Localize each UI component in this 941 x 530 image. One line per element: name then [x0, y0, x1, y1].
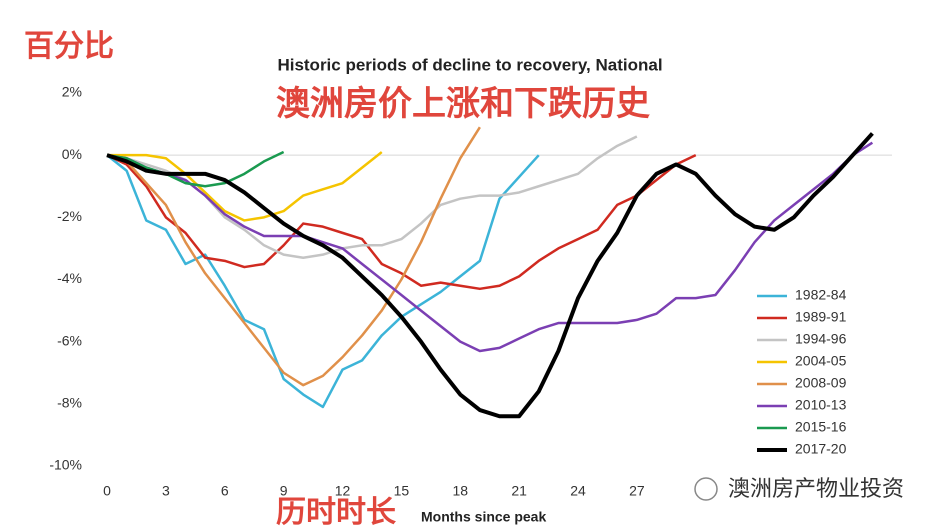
x-tick-label: 24 — [570, 483, 586, 499]
watermark: 澳洲房产物业投资 — [728, 476, 904, 501]
y-tick-label: -8% — [57, 395, 82, 411]
chart-subtitle: 澳洲房价上涨和下跌历史 — [276, 85, 650, 123]
x-tick-label: 27 — [629, 483, 645, 499]
y-tick-label: 2% — [62, 84, 82, 100]
series-line — [107, 151, 383, 222]
plot: 2% 0% -2% -4% -6% -8% -10% 0 3 6 9 12 15 18 21 24 27 1982… — [49, 84, 892, 499]
series-line — [106, 154, 697, 291]
watermark-icon — [694, 477, 718, 501]
legend-label: 1994-96 — [795, 331, 847, 347]
x-tick-label: 0 — [103, 483, 111, 499]
legend-label: 2010-13 — [795, 397, 847, 413]
x-tick-label: 18 — [452, 483, 468, 499]
y-tick-label: -4% — [57, 270, 82, 286]
x-axis-label: Months since peak — [421, 509, 546, 525]
x-tick-label: 3 — [162, 483, 170, 499]
x-tick-label: 15 — [394, 483, 410, 499]
y-tick-label: -6% — [57, 332, 82, 348]
legend-label: 2017-20 — [795, 441, 847, 457]
series-line — [106, 126, 481, 387]
series-line — [106, 132, 874, 419]
legend-label: 2015-16 — [795, 419, 847, 435]
x-tick-label: 6 — [221, 483, 229, 499]
legend-label: 1982-84 — [795, 287, 847, 303]
y-annotation: 百分比 — [24, 30, 114, 63]
series-line — [106, 150, 285, 188]
legend-label: 2008-09 — [795, 375, 847, 391]
series-line — [106, 141, 874, 353]
chart-title: Historic periods of decline to recovery,… — [277, 55, 662, 74]
legend-label: 2004-05 — [795, 353, 847, 369]
legend-label: 1989-91 — [795, 309, 847, 325]
series-line — [106, 154, 540, 409]
x-annotation: 历时时长 — [276, 496, 396, 529]
x-tick-label: 12 — [335, 483, 351, 499]
x-tick-label: 9 — [280, 483, 288, 499]
y-tick-label: -10% — [49, 457, 82, 473]
x-tick-label: 21 — [511, 483, 527, 499]
y-tick-label: 0% — [62, 146, 82, 162]
y-tick-label: -2% — [57, 208, 82, 224]
